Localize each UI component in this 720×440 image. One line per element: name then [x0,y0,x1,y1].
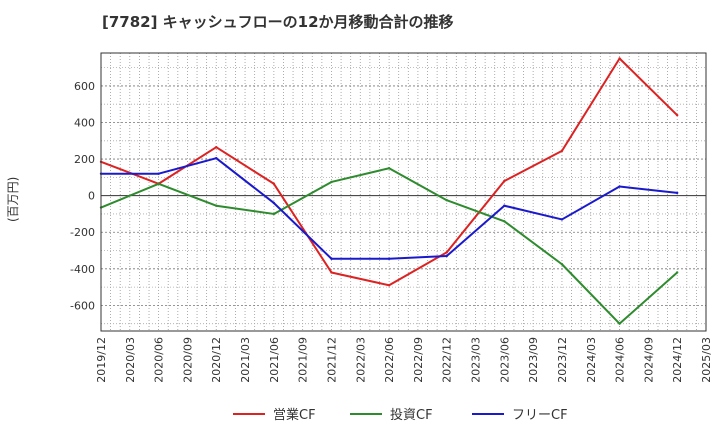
legend-label: 投資CF [390,407,433,423]
data-point [560,218,564,221]
x-tick-labels: 2019/12 2020/03 2020/06 2020/09 2020/12 2021/… [95,337,713,383]
data-point [560,263,564,266]
data-point [387,167,391,170]
y-tick-label: -600 [70,299,95,312]
data-point [387,257,391,260]
x-tick-label: 2022/06 [383,337,396,383]
data-point [445,251,448,254]
data-point [503,179,506,183]
x-tick-label: 2022/09 [412,337,425,383]
x-tick-label: 2021/12 [325,337,338,383]
data-point [215,145,218,149]
data-point [330,271,333,274]
legend-label: フリーCF [512,408,568,423]
y-tick-labels: 600 400 200 0 -200 -400 -600 [70,80,95,312]
x-tick-label: 2022/12 [441,337,454,383]
x-tick-label: 2021/06 [268,337,281,383]
data-point [330,180,333,184]
x-tick-label: 2022/03 [354,337,367,383]
data-point [272,201,276,205]
x-tick-label: 2023/06 [498,337,511,383]
x-tick-label: 2020/06 [153,337,166,383]
plot-frame [100,52,707,332]
x-tick-label: 2020/03 [124,337,137,383]
x-tick-label: 2024/09 [642,337,655,383]
x-tick-label: 2021/03 [239,337,252,383]
y-tick-label: 200 [74,153,95,166]
x-tick-label: 2023/12 [556,337,569,383]
x-tick-label: 2024/12 [671,337,684,383]
data-point [618,57,621,60]
x-tick-label: 2023/03 [470,337,483,383]
grid-lines [101,53,706,331]
chart-title: [7782] キャッシュフローの12か月移動合計の推移 [102,13,454,31]
x-tick-label: 2020/09 [181,337,194,383]
data-point [560,149,564,153]
data-point [215,156,218,160]
data-point [503,220,506,223]
data-point [387,284,391,287]
data-point [445,254,448,258]
data-point [272,212,276,216]
data-point [157,172,160,175]
data-point [272,182,276,185]
x-tick-label: 2023/09 [527,337,540,383]
data-point [618,322,621,325]
legend-label: 営業CF [273,407,316,423]
y-tick-label: 0 [88,190,95,203]
data-point [618,185,621,188]
y-tick-label: -400 [70,263,95,276]
x-tick-label: 2021/09 [297,337,310,383]
x-tick-label: 2020/12 [210,337,223,383]
x-tick-label: 2019/12 [95,337,108,383]
x-tick-label: 2025/03 [700,337,713,383]
y-tick-label: 400 [74,117,95,130]
x-tick-label: 2024/06 [614,337,627,383]
y-tick-label: -200 [70,226,95,239]
data-point [215,204,218,207]
data-point [675,191,679,195]
data-point [675,113,679,117]
legend: 営業CF 投資CF フリーCF [233,407,568,423]
data-point [330,257,333,260]
x-tick-label: 2024/03 [585,337,598,383]
series-lines [99,57,679,325]
data-point [157,182,160,185]
data-point [445,199,448,202]
data-point [675,271,679,274]
y-tick-label: 600 [74,80,95,93]
data-point [503,204,506,207]
